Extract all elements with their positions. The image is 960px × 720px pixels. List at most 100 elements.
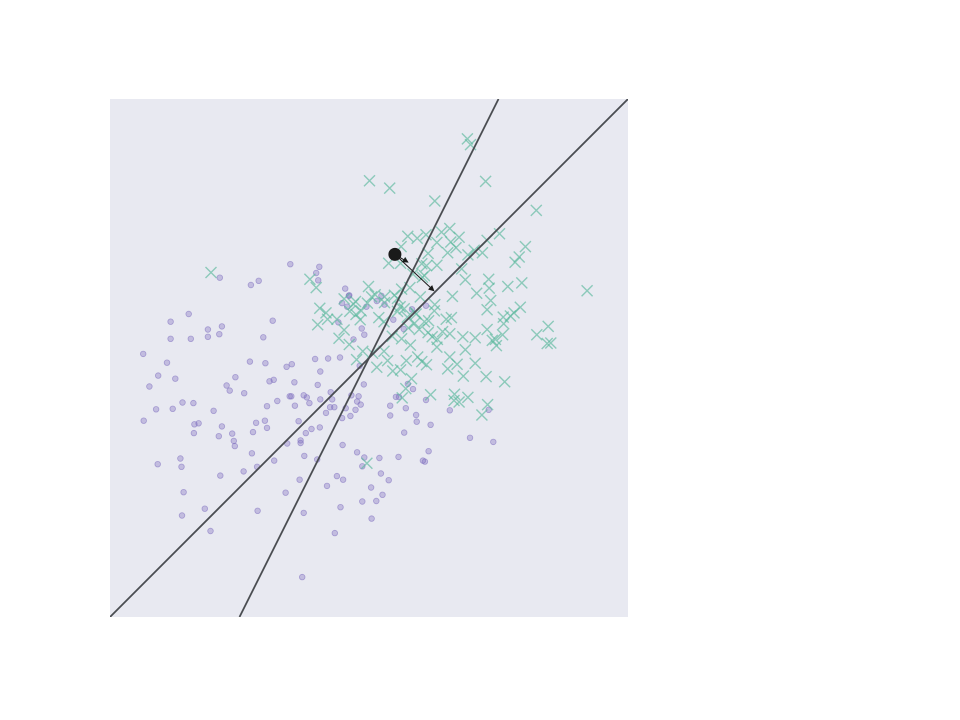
data-point-class-a	[385, 477, 392, 484]
data-point-class-b	[459, 273, 472, 286]
data-point-class-b	[422, 247, 435, 260]
data-point-class-a	[223, 382, 230, 389]
data-point-class-a	[296, 476, 303, 483]
data-point-class-b	[440, 313, 453, 326]
data-point-class-b	[383, 182, 396, 195]
data-point-class-b	[544, 337, 557, 349]
data-point-class-a	[187, 335, 194, 342]
data-point-class-b	[378, 296, 391, 309]
data-point-class-a	[270, 376, 277, 383]
data-point-class-b	[370, 361, 383, 374]
data-point-class-a	[140, 417, 147, 424]
data-point-class-b	[350, 308, 362, 321]
data-point-class-a	[317, 396, 324, 403]
data-point-class-a	[314, 381, 321, 389]
data-point-class-a	[368, 515, 375, 522]
data-point-class-b	[542, 320, 555, 333]
data-point-class-b	[430, 341, 443, 354]
data-point-class-a	[387, 402, 394, 409]
data-point-class-a	[163, 359, 171, 366]
data-point-class-a	[413, 418, 420, 425]
data-point-class-a	[390, 316, 397, 323]
data-point-class-b	[381, 354, 394, 367]
data-point-class-a	[412, 411, 420, 419]
data-point-class-b	[401, 230, 414, 243]
data-point-class-b	[399, 382, 412, 395]
data-point-class-b	[395, 332, 408, 345]
data-point-class-a	[377, 470, 385, 477]
data-point-class-a	[204, 326, 212, 333]
data-point-class-a	[204, 333, 212, 340]
data-point-class-b	[400, 354, 413, 367]
data-point-class-a	[409, 385, 417, 393]
data-point-class-a	[191, 421, 198, 428]
data-point-class-a	[287, 261, 294, 268]
data-point-class-b	[401, 311, 414, 324]
data-point-class-b	[356, 345, 369, 358]
data-point-class-a	[230, 437, 237, 445]
data-point-class-b	[355, 304, 368, 317]
data-point-class-a	[302, 429, 309, 437]
data-point-class-b	[455, 262, 468, 275]
data-point-class-a	[216, 331, 223, 338]
data-point-class-a	[207, 527, 214, 535]
data-point-class-a	[178, 512, 186, 519]
data-point-class-b	[436, 325, 449, 338]
data-point-class-a	[288, 393, 295, 400]
data-point-class-a	[421, 458, 429, 465]
data-point-class-b	[205, 266, 217, 279]
data-point-class-b	[416, 271, 429, 284]
data-point-class-b	[446, 290, 459, 303]
data-point-class-b	[498, 375, 511, 388]
data-point-class-b	[310, 281, 323, 294]
data-point-class-a	[177, 455, 184, 462]
data-point-class-a	[261, 417, 269, 424]
data-point-class-a	[357, 401, 364, 408]
data-point-class-a	[291, 402, 299, 409]
data-point-class-a	[347, 412, 354, 420]
data-point-class-b	[311, 318, 324, 331]
data-point-class-b	[468, 244, 481, 257]
data-point-class-b	[581, 284, 594, 297]
data-point-class-a	[179, 399, 186, 406]
data-point-class-a	[226, 387, 233, 394]
data-point-class-a	[139, 350, 147, 358]
data-point-class-b	[361, 297, 374, 310]
data-point-class-a	[316, 424, 323, 431]
data-point-class-b	[461, 248, 474, 261]
data-point-class-a	[167, 335, 174, 342]
data-point-class-b	[475, 409, 488, 421]
data-point-class-a	[336, 354, 344, 361]
data-point-class-b	[386, 365, 399, 377]
data-point-class-b	[350, 353, 363, 366]
data-point-class-b	[413, 323, 426, 336]
data-point-class-b	[415, 355, 428, 368]
data-point-class-a	[326, 404, 334, 411]
data-point-class-b	[501, 280, 514, 293]
data-point-class-a	[360, 381, 367, 388]
data-point-class-a	[240, 390, 248, 397]
data-point-class-b	[405, 372, 418, 385]
data-point-class-b	[414, 290, 427, 303]
data-point-class-a	[262, 360, 269, 367]
data-point-class-b	[481, 303, 494, 316]
data-point-class-b	[362, 280, 375, 293]
data-point-class-b	[480, 370, 493, 383]
data-point-class-a	[185, 310, 192, 318]
data-point-class-a	[358, 325, 365, 332]
data-point-class-a	[247, 281, 255, 289]
data-point-class-b	[481, 398, 494, 411]
data-point-class-b	[398, 302, 411, 315]
data-point-class-b	[541, 337, 554, 350]
data-point-class-b	[349, 295, 362, 308]
data-point-class-a	[306, 399, 313, 407]
arrow-long	[394, 254, 435, 292]
data-point-class-a	[361, 331, 368, 338]
data-point-class-b	[408, 317, 421, 330]
data-point-class-b	[513, 251, 526, 263]
data-point-class-a	[352, 406, 359, 413]
data-point-class-a	[228, 430, 236, 437]
data-point-class-a	[333, 472, 341, 480]
data-point-class-b	[457, 370, 470, 383]
data-point-class-a	[367, 484, 375, 491]
